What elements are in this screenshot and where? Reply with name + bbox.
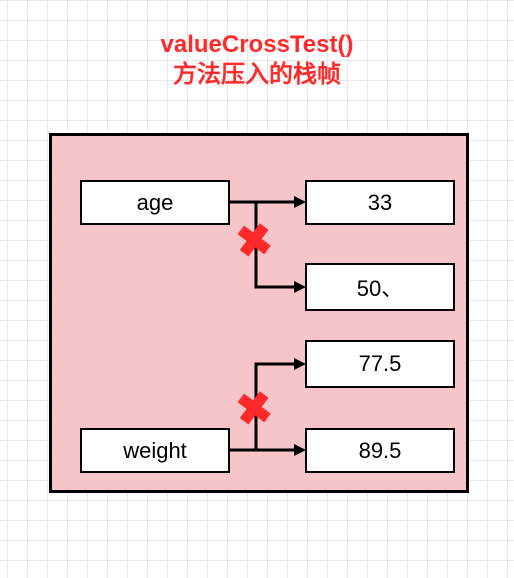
val-box-77-5: 77.5 [305,340,455,388]
var-label: weight [123,438,187,464]
val-box-89-5: 89.5 [305,428,455,473]
val-label: 77.5 [359,351,402,377]
cross-icon: ✖ [233,386,276,435]
val-label: 33 [368,190,392,216]
cross-icon: ✖ [233,218,276,267]
canvas: valueCrossTest() 方法压入的栈帧 age 33 50、 77.5… [0,0,514,578]
val-box-33: 33 [305,180,455,225]
diagram-title: valueCrossTest() 方法压入的栈帧 [0,30,514,90]
val-label: 50、 [357,271,403,303]
var-box-age: age [80,180,230,225]
val-label: 89.5 [359,438,402,464]
val-box-50: 50、 [305,263,455,311]
var-box-weight: weight [80,428,230,473]
var-label: age [137,190,174,216]
